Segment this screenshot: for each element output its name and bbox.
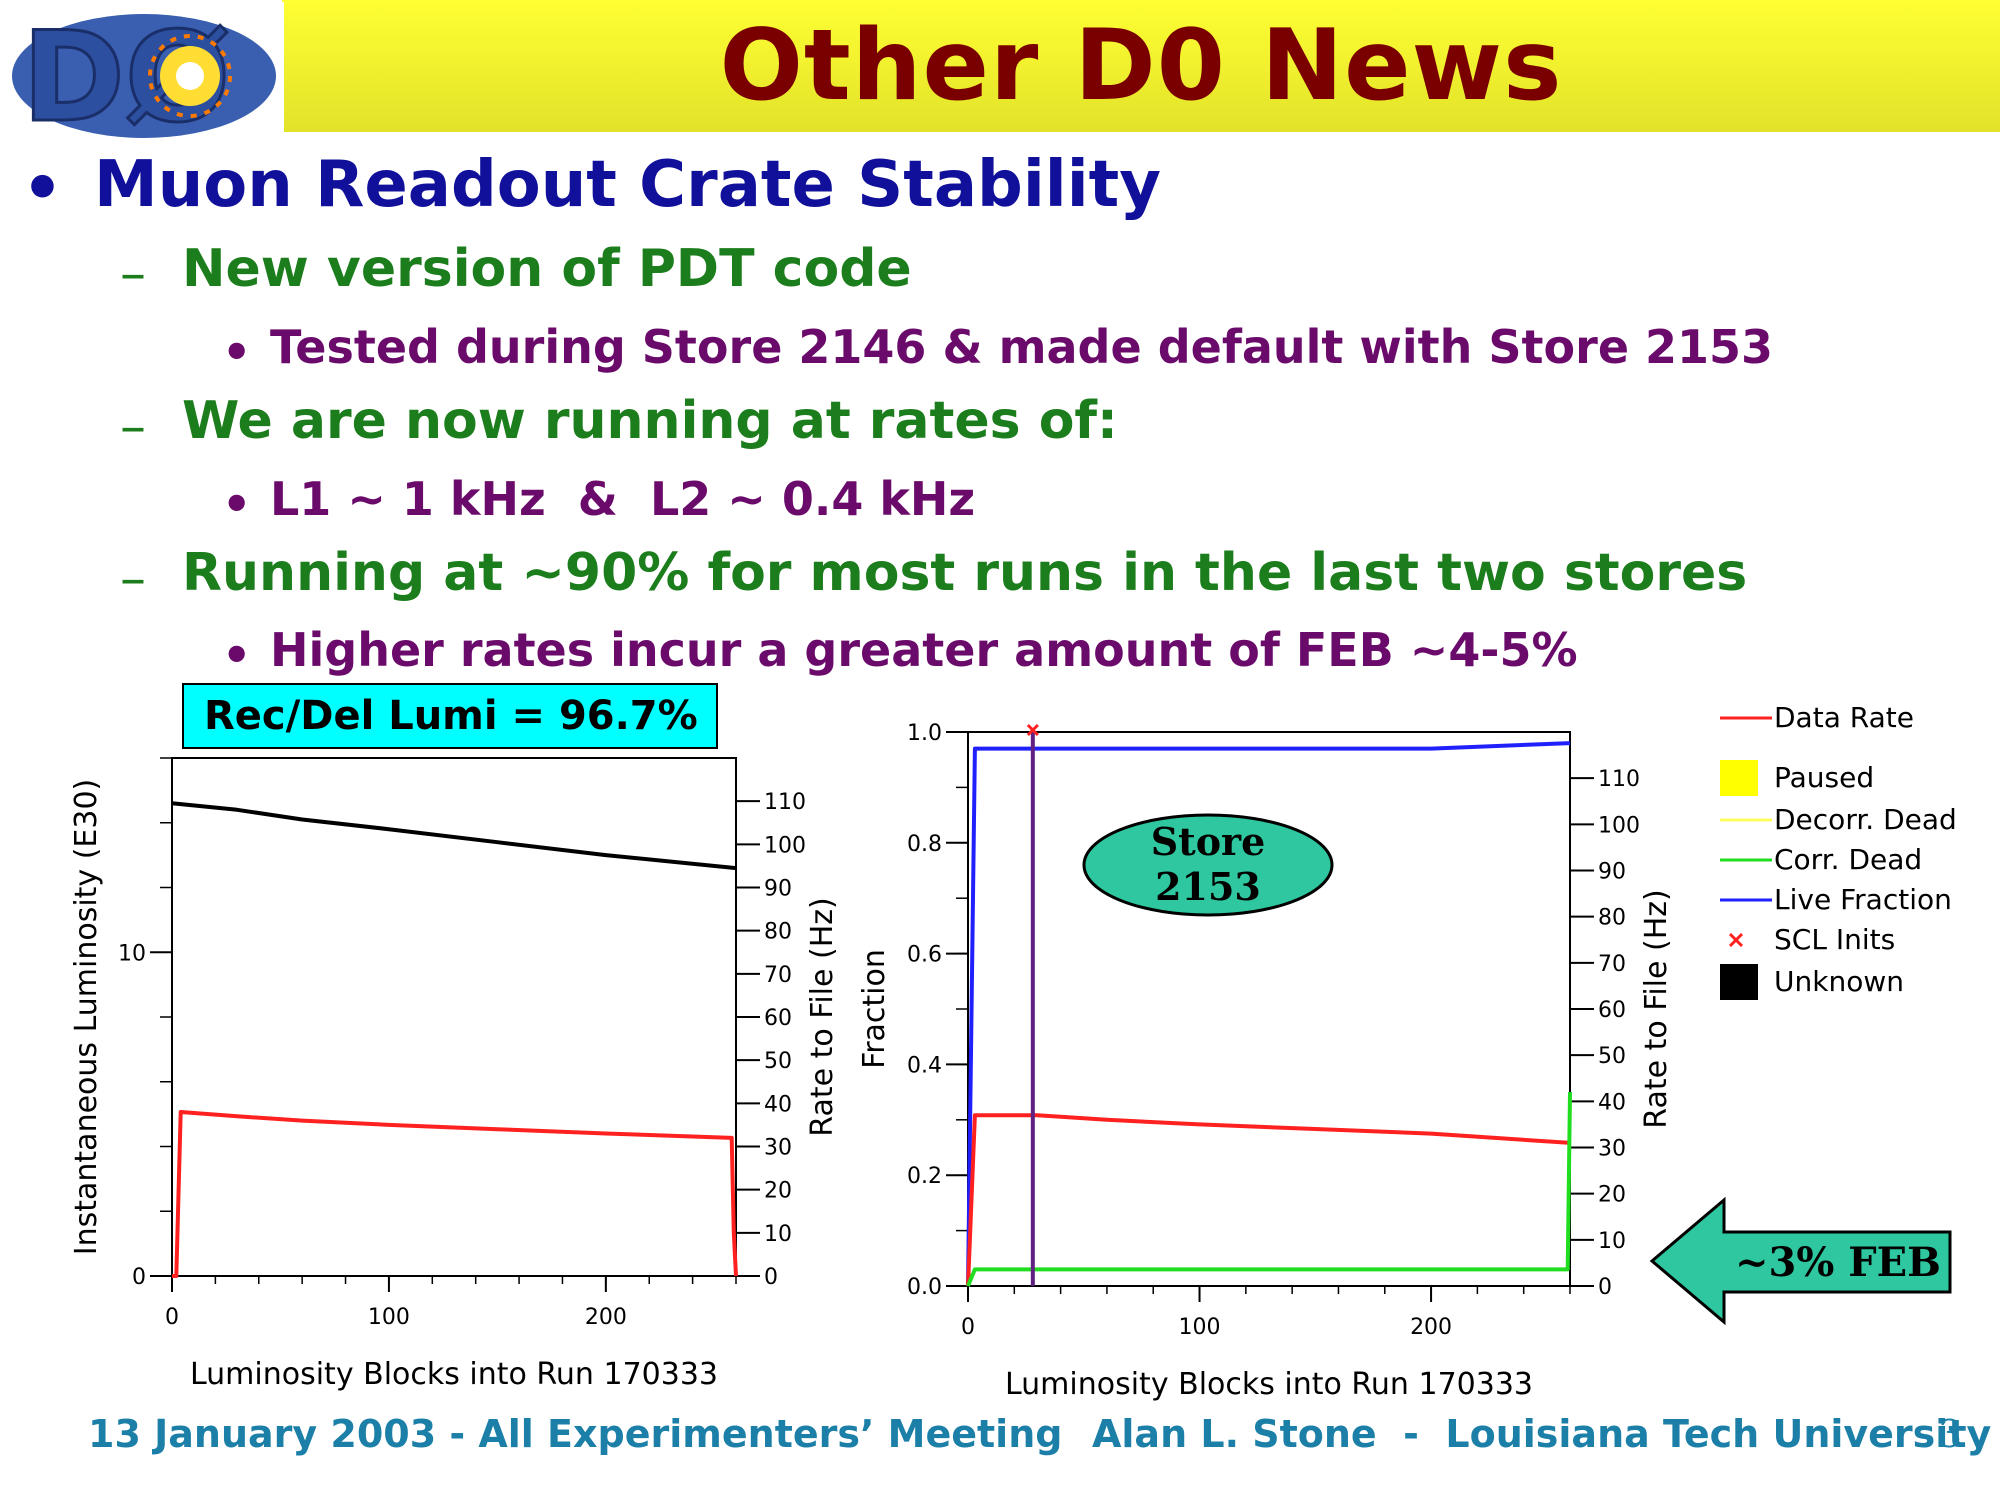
fraction-chart: 0.0 0.2 0.4 0.6 0.8 1.0 0 10 20 30 40 50 60 70 80 90 100… <box>857 721 1674 1402</box>
y2-tick-label: 10 <box>764 1222 792 1247</box>
chart-legend: Data Rate Paused Decorr. Dead Corr. Dead Liv… <box>1720 701 1957 1000</box>
y2-tick-label: 50 <box>1598 1044 1626 1069</box>
y2-tick-label: 40 <box>764 1092 792 1117</box>
data-rate-line <box>966 1113 1571 1287</box>
dash-1: – <box>120 244 146 304</box>
y-tick-label: 0.6 <box>907 943 942 968</box>
lumi-ratio-text: Rec/Del Lumi = 96.7% <box>204 693 698 739</box>
y2-axis-label: Rate to File (Hz) <box>805 897 840 1136</box>
legend-label: Live Fraction <box>1774 883 1952 916</box>
legend-label: SCL Inits <box>1774 923 1895 956</box>
x-tick-label: 200 <box>585 1305 627 1330</box>
page-number: 3 <box>1937 1412 1962 1456</box>
y-tick-label: 0.2 <box>907 1164 942 1189</box>
y-axis-label: Fraction <box>857 949 892 1069</box>
y2-tick-label: 60 <box>1598 998 1626 1023</box>
sub-bullet-1: New version of PDT code <box>182 239 912 299</box>
y2-tick-label: 40 <box>1598 1090 1626 1115</box>
y-tick-label: 0.0 <box>907 1275 942 1300</box>
y2-tick-label: 90 <box>764 877 792 902</box>
d0-logo: DØ <box>4 2 284 148</box>
scl-init-marker <box>1026 723 1039 737</box>
y2-tick-label: 20 <box>764 1179 792 1204</box>
y-axis-label: Instantaneous Luminosity (E30) <box>69 779 104 1255</box>
sub-bullet-2: We are now running at rates of: <box>182 391 1118 451</box>
sub-bullet-3: Running at ~90% for most runs in the las… <box>182 543 1748 603</box>
legend-label: Data Rate <box>1774 701 1914 734</box>
y2-axis-label: Rate to File (Hz) <box>1639 889 1674 1128</box>
y2-tick-label: 20 <box>1598 1183 1626 1208</box>
dash-3: – <box>120 549 146 609</box>
live-fraction-line <box>966 741 1571 1287</box>
main-bullet: Muon Readout Crate Stability <box>94 148 1161 222</box>
y2-tick-label: 80 <box>764 920 792 945</box>
sub-sub-bullet-1a: Tested during Store 2146 & made default … <box>270 320 1774 374</box>
x-tick-label: 100 <box>368 1305 410 1330</box>
footer-left: 13 January 2003 - All Experimenters’ Mee… <box>88 1412 1063 1456</box>
data-line <box>172 1110 738 1278</box>
y2-tick-label: 100 <box>764 833 806 858</box>
y2-tick-label: 110 <box>1598 767 1640 792</box>
y-tick-label: 10 <box>118 941 146 966</box>
y2-tick-label: 80 <box>1598 906 1626 931</box>
x-tick-label: 0 <box>961 1315 975 1340</box>
store-label-line2: 2153 <box>1155 864 1261 909</box>
y-tick-label: 1.0 <box>907 721 942 746</box>
x-axis-label: Luminosity Blocks into Run 170333 <box>1005 1367 1533 1402</box>
legend-label: Corr. Dead <box>1774 843 1922 876</box>
footer-right: Alan L. Stone - Louisiana Tech Universit… <box>1092 1412 1992 1456</box>
legend-swatch-box <box>1720 760 1758 796</box>
title-bar <box>282 0 2000 132</box>
x-tick-label: 200 <box>1410 1315 1452 1340</box>
y2-tick-label: 60 <box>764 1006 792 1031</box>
sub-sub-bullet-3a: Higher rates incur a greater amount of F… <box>270 623 1578 677</box>
legend-label: Unknown <box>1774 965 1904 998</box>
y2-tick-label: 0 <box>764 1265 778 1290</box>
corr-dead-line <box>966 1092 1572 1287</box>
sub-sub-bullet-2a: L1 ~ 1 kHz & L2 ~ 0.4 kHz <box>270 472 976 526</box>
dot-2a: • <box>222 477 252 531</box>
store-label-line1: Store <box>1151 819 1266 864</box>
y2-tick-label: 70 <box>1598 952 1626 977</box>
store-label: Store 2153 <box>1082 813 1334 917</box>
y2-tick-label: 100 <box>1598 813 1640 838</box>
legend-swatch-cross <box>1728 932 1744 948</box>
page-title: Other D0 News <box>719 9 1563 123</box>
feb-arrow: ~3% FEB <box>1649 1196 1952 1326</box>
y2-tick-label: 70 <box>764 963 792 988</box>
y2-tick-label: 30 <box>764 1136 792 1161</box>
y2-tick-label: 10 <box>1598 1229 1626 1254</box>
bullet-dot: • <box>22 152 63 226</box>
x-tick-label: 0 <box>165 1305 179 1330</box>
x-tick-label: 100 <box>1179 1315 1221 1340</box>
dot-3a: • <box>222 628 252 682</box>
y-tick-label: 0 <box>132 1265 146 1290</box>
y-tick-label: 0.8 <box>907 832 942 857</box>
dot-1a: • <box>222 325 252 379</box>
y-tick-label: 0.4 <box>907 1053 942 1078</box>
legend-label: Paused <box>1774 761 1874 794</box>
legend-label: Decorr. Dead <box>1774 803 1957 836</box>
data-line <box>171 801 737 871</box>
x-axis-label: Luminosity Blocks into Run 170333 <box>190 1357 718 1392</box>
y2-tick-label: 30 <box>1598 1137 1626 1162</box>
y2-tick-label: 50 <box>764 1049 792 1074</box>
y2-tick-label: 0 <box>1598 1275 1612 1300</box>
y2-tick-label: 90 <box>1598 860 1626 885</box>
y2-tick-label: 110 <box>764 790 806 815</box>
legend-swatch-box <box>1720 964 1758 1000</box>
feb-arrow-label: ~3% FEB <box>1735 1239 1941 1286</box>
dash-2: – <box>120 397 146 457</box>
lumi-ratio-box: Rec/Del Lumi = 96.7% <box>182 683 718 749</box>
